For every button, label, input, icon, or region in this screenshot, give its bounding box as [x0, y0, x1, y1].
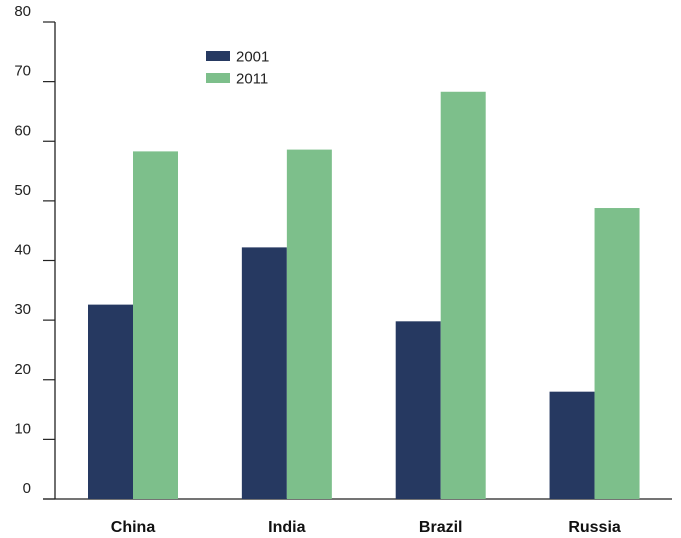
y-tick-label: 70 [14, 63, 31, 80]
y-tick-label: 80 [14, 3, 31, 20]
bar-india-2001 [241, 247, 287, 499]
y-axis: 0 10 20 30 40 50 60 70 80 [14, 3, 56, 500]
legend-swatch-2001 [206, 51, 230, 61]
legend: 2001 2011 [206, 49, 269, 88]
bar-brazil-2011 [440, 91, 486, 499]
legend-swatch-2011 [206, 73, 230, 83]
bar-brazil-2001 [395, 321, 441, 499]
x-axis: China India Brazil Russia [43, 498, 672, 536]
y-tick-label: 50 [14, 182, 31, 199]
y-tick-label: 0 [23, 480, 31, 497]
y-tick-label: 20 [14, 361, 31, 378]
bar-russia-2001 [549, 391, 595, 499]
bars [88, 91, 640, 500]
legend-label: 2001 [236, 49, 269, 66]
y-tick-label: 60 [14, 122, 31, 139]
legend-label: 2011 [236, 71, 268, 88]
bar-russia-2011 [594, 208, 640, 499]
y-tick-label: 40 [14, 242, 31, 259]
x-category-label: Brazil [419, 519, 463, 533]
bar-india-2011 [286, 149, 332, 499]
x-category-label: Russia [568, 519, 621, 533]
bar-china-2011 [133, 151, 178, 500]
x-category-label: China [111, 519, 156, 533]
x-category-label: India [268, 519, 305, 533]
bar-china-2001 [88, 304, 133, 499]
y-tick-label: 30 [14, 301, 31, 318]
y-tick-label: 10 [14, 420, 31, 437]
